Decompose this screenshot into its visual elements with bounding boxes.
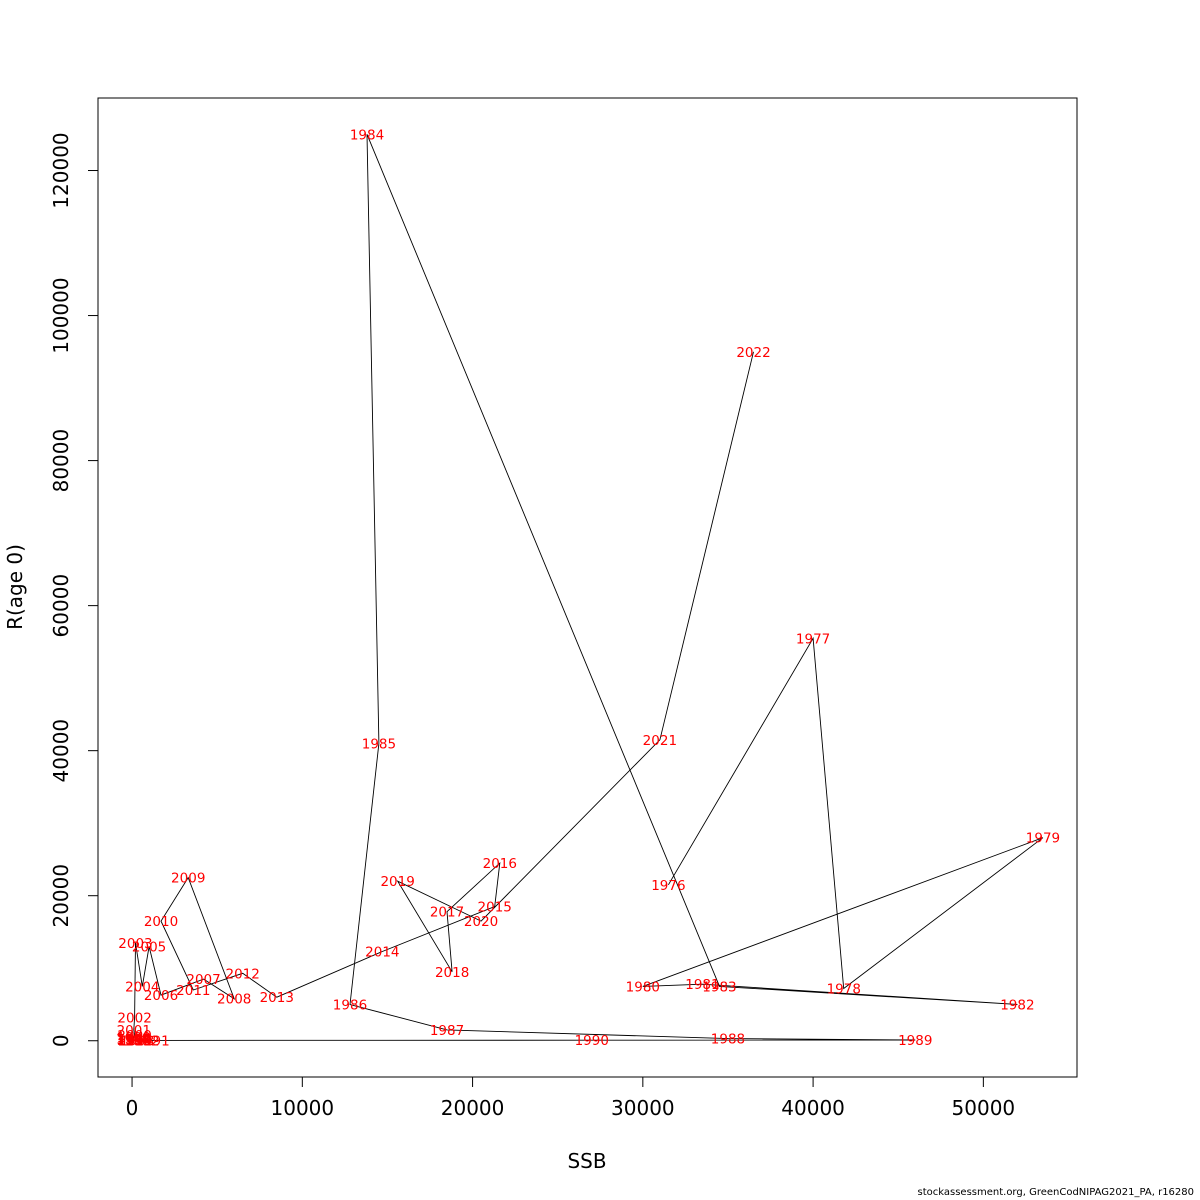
point-label-1976: 1976 (651, 878, 685, 894)
point-label-2001: 2001 (117, 1023, 151, 1039)
y-tick-label: 20000 (49, 864, 73, 928)
point-label-1988: 1988 (711, 1032, 745, 1048)
footer-credit: stockassessment.org, GreenCodNIPAG2021_P… (917, 1187, 1195, 1198)
point-label-1996: 1996 (117, 1033, 151, 1049)
point-label-1987: 1987 (430, 1023, 464, 1039)
point-label-2016: 2016 (483, 856, 517, 872)
y-tick-label: 40000 (49, 719, 73, 783)
y-axis: 0 20000 40000 60000 80000 100000 120000 (49, 132, 98, 1047)
point-label-1986: 1986 (333, 997, 367, 1013)
point-label-1989: 1989 (898, 1033, 932, 1049)
point-label-2006: 2006 (144, 988, 178, 1004)
point-label-1999: 1999 (117, 1030, 151, 1046)
series-lines (132, 134, 1044, 1041)
point-label-2009: 2009 (171, 871, 205, 887)
point-label-1991: 1991 (135, 1033, 169, 1049)
point-label-1983: 1983 (702, 979, 736, 995)
point-label-2014: 2014 (365, 945, 399, 961)
point-label-2002: 2002 (117, 1011, 151, 1027)
point-label-1993: 1993 (120, 1034, 154, 1050)
point-label-2012: 2012 (226, 966, 260, 982)
x-tick-label: 40000 (781, 1096, 845, 1120)
point-label-1998: 1998 (116, 1032, 150, 1048)
point-label-2000: 2000 (117, 1028, 151, 1044)
point-label-1992: 1992 (125, 1033, 159, 1049)
point-label-2019: 2019 (380, 874, 414, 890)
point-label-1977: 1977 (796, 631, 830, 647)
series-line (132, 134, 1044, 1041)
point-label-2022: 2022 (736, 345, 770, 361)
point-label-1980: 1980 (626, 979, 660, 995)
point-label-1997: 1997 (116, 1032, 150, 1048)
point-label-2017: 2017 (430, 905, 464, 921)
point-label-2008: 2008 (217, 992, 251, 1008)
x-tick-label: 10000 (271, 1096, 335, 1120)
point-label-2003: 2003 (118, 936, 152, 952)
x-tick-label: 20000 (441, 1096, 505, 1120)
plot-frame (97, 97, 1078, 1078)
x-tick-label: 50000 (952, 1096, 1016, 1120)
point-label-1979: 1979 (1026, 831, 1060, 847)
y-tick-label: 120000 (49, 132, 73, 208)
point-label-2021: 2021 (643, 733, 677, 749)
point-label-1994: 1994 (118, 1034, 152, 1050)
point-label-2015: 2015 (478, 900, 512, 916)
point-label-2004: 2004 (125, 979, 159, 995)
point-label-2010: 2010 (144, 914, 178, 930)
point-label-2007: 2007 (186, 972, 220, 988)
x-tick-label: 30000 (611, 1096, 675, 1120)
point-label-1985: 1985 (362, 736, 396, 752)
y-axis-title: R(age 0) (3, 544, 27, 630)
y-tick-label: 0 (49, 1034, 73, 1047)
point-label-1995: 1995 (117, 1033, 151, 1049)
y-tick-label: 100000 (49, 277, 73, 353)
point-label-2018: 2018 (435, 965, 469, 981)
point-label-1984: 1984 (350, 127, 384, 143)
point-label-1981: 1981 (685, 977, 719, 993)
x-tick-label: 0 (126, 1096, 139, 1120)
y-tick-label: 60000 (49, 574, 73, 638)
point-label-2011: 2011 (176, 983, 210, 999)
x-axis-title: SSB (567, 1149, 606, 1173)
point-labels: 1976 1977 1978 1979 1980 1981 1982 1983 1984 1985… (116, 127, 1060, 1049)
point-label-2020: 2020 (464, 914, 498, 930)
point-label-1978: 1978 (827, 982, 861, 998)
x-axis: 0 10000 20000 30000 40000 50000 (126, 1076, 1016, 1120)
point-label-1982: 1982 (1000, 997, 1034, 1013)
point-label-1990: 1990 (575, 1033, 609, 1049)
point-label-2013: 2013 (260, 990, 294, 1006)
point-label-2005: 2005 (132, 939, 166, 955)
y-tick-label: 80000 (49, 429, 73, 493)
